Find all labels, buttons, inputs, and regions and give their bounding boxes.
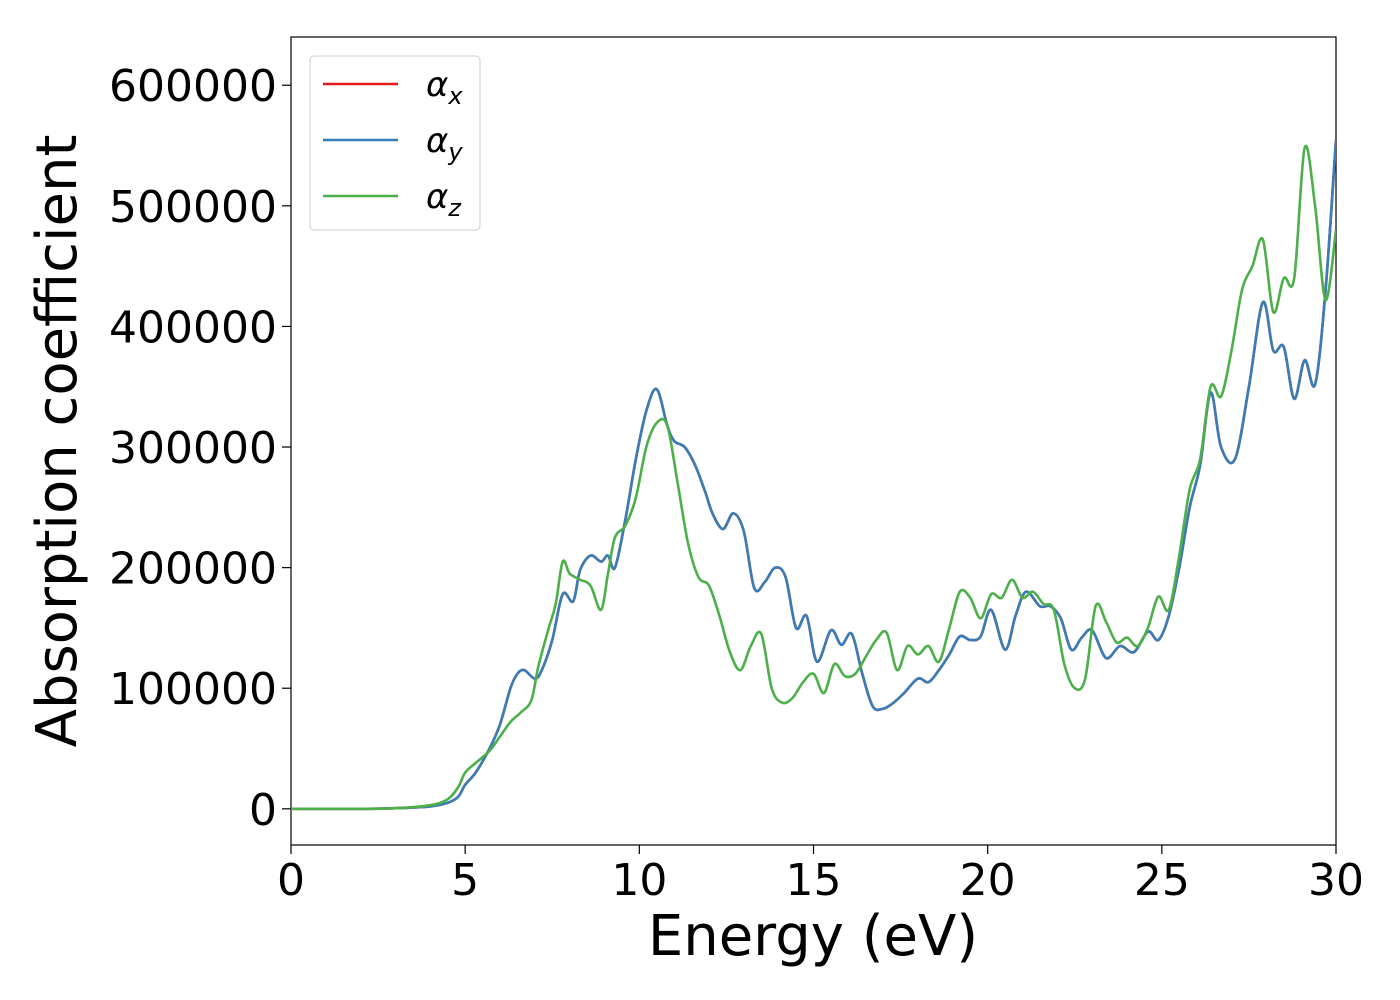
- x-tick-label: 30: [1308, 855, 1364, 906]
- x-axis-label: Energy (eV): [648, 904, 978, 969]
- y-tick-label: 300000: [109, 423, 277, 474]
- y-axis-label: Absorption coefficient: [25, 135, 90, 748]
- series-line-y: [291, 139, 1336, 811]
- x-tick-label: 20: [960, 855, 1016, 906]
- x-tick-label: 25: [1134, 855, 1190, 906]
- y-tick-label: 200000: [109, 544, 277, 595]
- series-line-z: [291, 144, 1336, 811]
- y-tick-label: 0: [249, 785, 277, 836]
- y-axis-ticks: 0 100000 200000 300000 400000 500000 600000: [109, 61, 291, 836]
- x-tick-label: 10: [611, 855, 667, 906]
- x-axis-ticks: 0 5 10 15 20 25 30: [277, 845, 1364, 906]
- x-tick-label: 0: [277, 855, 305, 906]
- y-tick-label: 600000: [109, 61, 277, 112]
- y-tick-label: 500000: [109, 182, 277, 233]
- y-tick-label: 400000: [109, 302, 277, 353]
- legend-box: [309, 55, 481, 231]
- x-tick-label: 15: [786, 855, 842, 906]
- y-tick-label: 100000: [109, 664, 277, 715]
- series-layer: [291, 139, 1336, 811]
- x-tick-label: 5: [451, 855, 479, 906]
